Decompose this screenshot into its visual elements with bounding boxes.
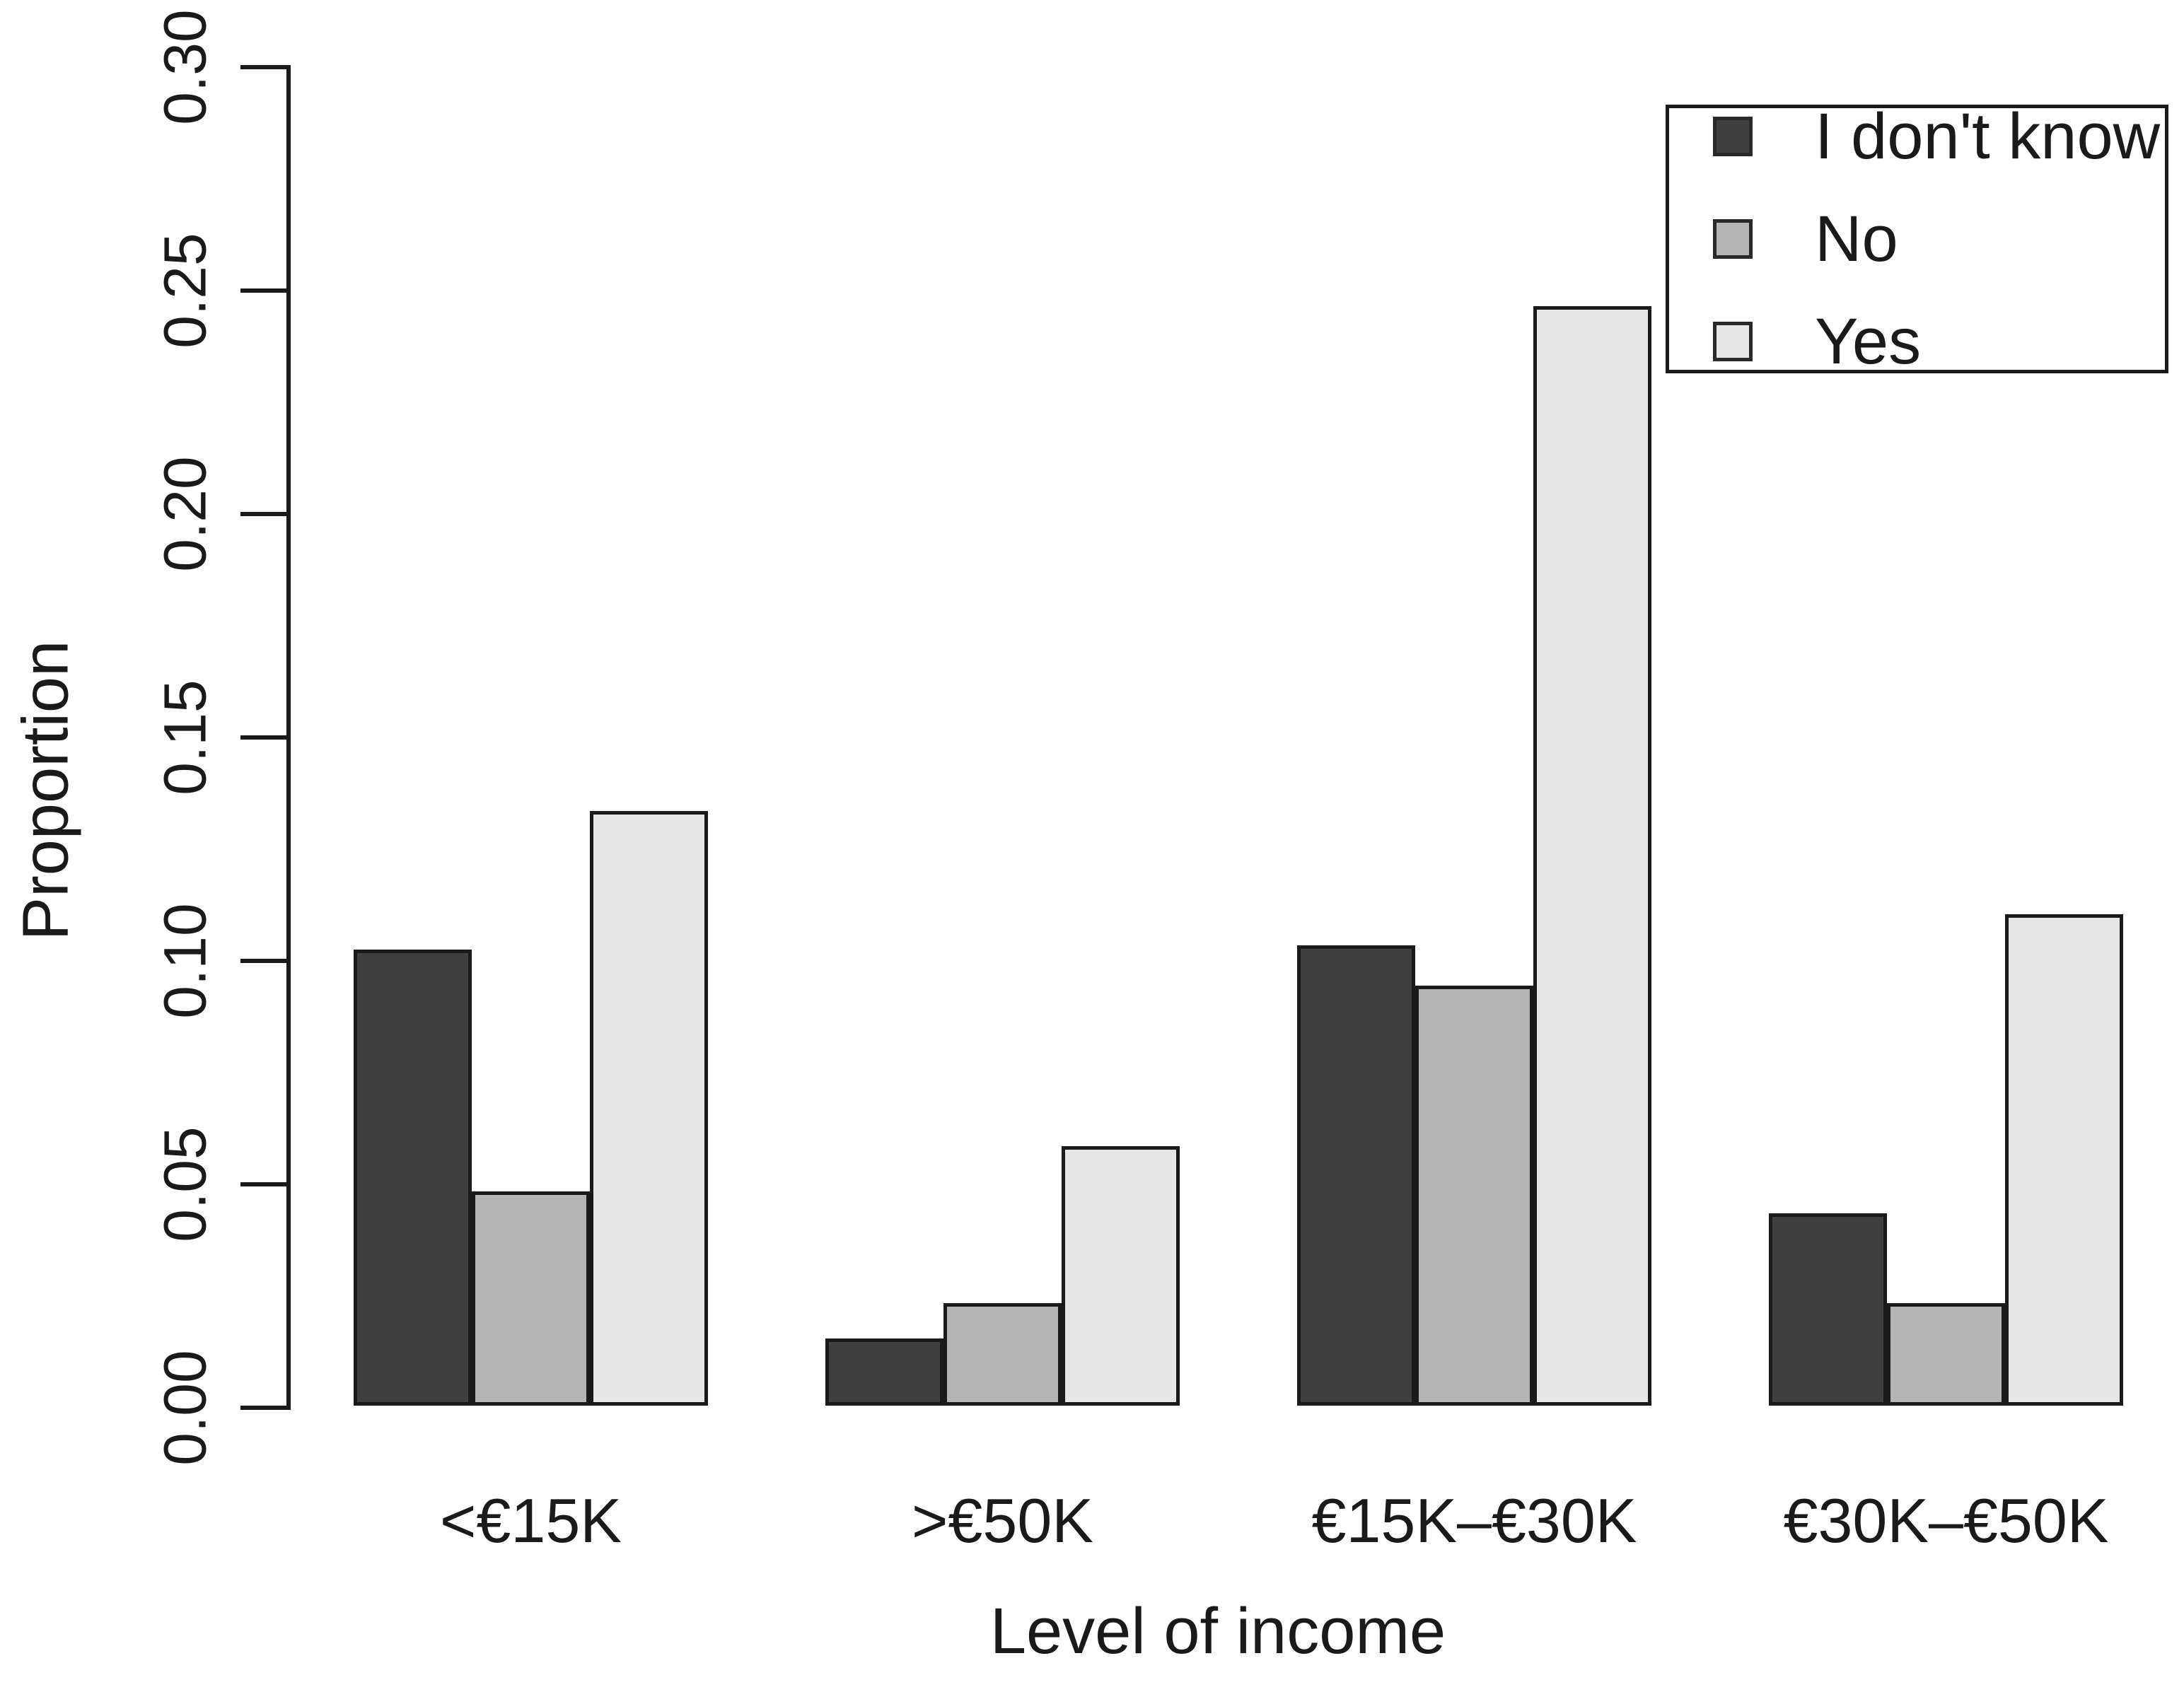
- y-tick-0.10: [240, 959, 286, 963]
- y-axis-line: [286, 65, 291, 1410]
- legend-row-Yes: Yes: [1713, 305, 2165, 379]
- bar-<€15K-I don't know: [354, 950, 472, 1406]
- x-category-label->€50K: >€50K: [912, 1486, 1093, 1556]
- bar->€50K-I don't know: [825, 1338, 943, 1406]
- y-tick-0.05: [240, 1182, 286, 1186]
- y-tick-label-0.30: 0.30: [151, 9, 219, 125]
- y-tick-label-0.15: 0.15: [151, 679, 219, 795]
- x-category-label-€30K–€50K: €30K–€50K: [1783, 1486, 2109, 1556]
- y-tick-0.25: [240, 288, 286, 293]
- y-tick-label-0.25: 0.25: [151, 233, 219, 349]
- y-tick-0.30: [240, 65, 286, 69]
- y-tick-0.00: [240, 1406, 286, 1410]
- bar-€15K–€30K-I don't know: [1297, 945, 1415, 1406]
- bar-€15K–€30K-Yes: [1533, 306, 1651, 1406]
- legend-swatch-No: [1713, 219, 1753, 259]
- legend-label-Yes: Yes: [1815, 305, 1922, 378]
- legend: I don't know No Yes: [1666, 100, 2168, 378]
- x-category-label-<€15K: <€15K: [440, 1486, 622, 1556]
- legend-row-I don't know: I don't know: [1713, 100, 2165, 174]
- x-category-label-€15K–€30K: €15K–€30K: [1311, 1486, 1637, 1556]
- bar-€15K–€30K-No: [1415, 986, 1533, 1406]
- bar-<€15K-Yes: [590, 811, 708, 1406]
- x-axis-title: Level of income: [989, 1595, 1446, 1667]
- y-tick-0.20: [240, 512, 286, 516]
- y-tick-label-0.05: 0.05: [151, 1126, 219, 1242]
- y-tick-label-0.00: 0.00: [151, 1350, 219, 1466]
- y-tick-label-0.10: 0.10: [151, 903, 219, 1019]
- bar-<€15K-No: [472, 1191, 590, 1406]
- y-axis-title: Proportion: [9, 640, 82, 941]
- bar-€30K–€50K-Yes: [2005, 914, 2123, 1406]
- bar-€30K–€50K-No: [1887, 1303, 2005, 1406]
- y-tick-0.15: [240, 735, 286, 740]
- bar-€30K–€50K-I don't know: [1769, 1213, 1887, 1406]
- legend-swatch-I don't know: [1713, 117, 1753, 156]
- bar->€50K-No: [943, 1303, 1062, 1406]
- y-tick-label-0.20: 0.20: [151, 456, 219, 572]
- legend-label-No: No: [1815, 202, 1898, 275]
- bar->€50K-Yes: [1062, 1146, 1180, 1406]
- legend-row-No: No: [1713, 202, 2165, 276]
- legend-swatch-Yes: [1713, 322, 1753, 361]
- legend-label-I don't know: I don't know: [1815, 100, 2161, 173]
